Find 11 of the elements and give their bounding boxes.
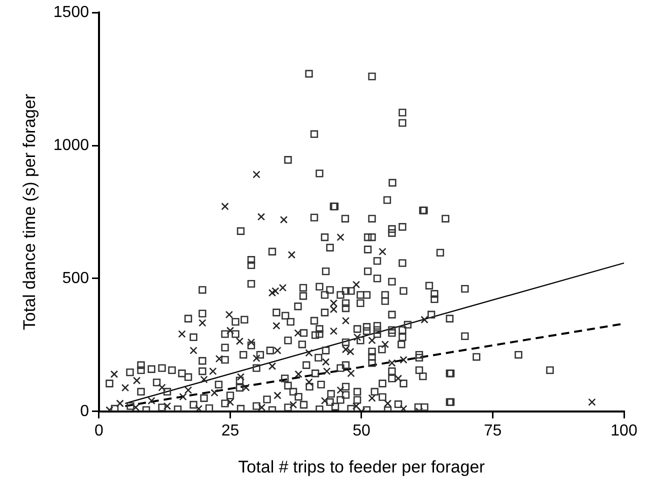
y-axis-title: Total dance time (s) per forager bbox=[20, 94, 39, 330]
x-tick-label: 0 bbox=[94, 422, 104, 440]
y-tick-label: 0 bbox=[80, 402, 90, 420]
x-tick-label: 100 bbox=[610, 422, 638, 440]
y-tick-label: 500 bbox=[62, 270, 90, 287]
x-tick-label: 25 bbox=[221, 422, 240, 440]
y-tick-label: 1000 bbox=[53, 136, 90, 154]
x-axis-title: Total # trips to feeder per forager bbox=[238, 457, 486, 476]
y-tick-label: 1500 bbox=[53, 4, 90, 22]
x-tick-label: 75 bbox=[484, 422, 502, 440]
x-tick-label: 50 bbox=[352, 422, 370, 440]
